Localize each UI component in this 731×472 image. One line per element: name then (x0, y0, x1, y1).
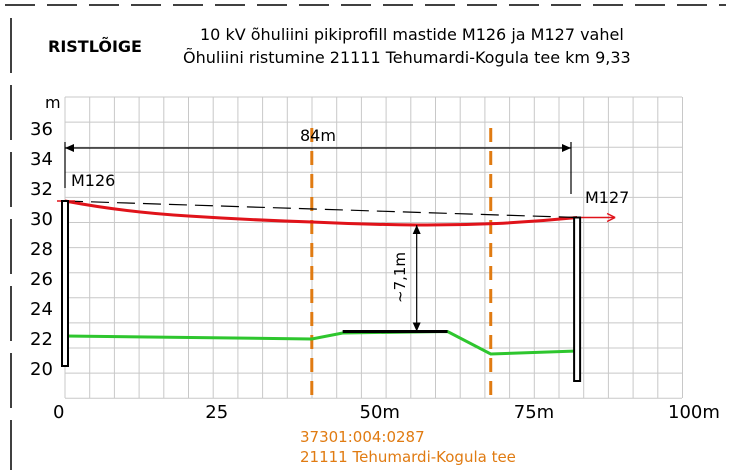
span-arrow-right (562, 144, 571, 152)
ground-profile-line (64, 329, 578, 356)
y-tick-label: 20 (30, 359, 53, 380)
y-unit-label: m (45, 93, 61, 112)
y-tick-labels: 36 34 32 30 28 26 24 22 20 (30, 119, 53, 380)
chart-grid (64, 96, 683, 399)
section-label: RISTLÕIGE (48, 37, 142, 56)
masts (61, 200, 582, 382)
road-boundaries (310, 128, 493, 404)
y-tick-label: 32 (30, 179, 53, 200)
profile-series (57, 199, 616, 356)
x-tick-label: 100m (668, 402, 720, 423)
mast-m126 (61, 200, 69, 367)
conductor-sag-line (64, 199, 578, 227)
span-arrow-left (65, 144, 74, 152)
mast-top-sightline (64, 200, 578, 219)
title-line1: 10 kV õhuliini pikiprofill mastide M126 … (200, 25, 624, 44)
x-tick-label: 75m (514, 402, 554, 423)
y-tick-label: 24 (30, 299, 53, 320)
parcel-id: 37301:004:0287 (300, 428, 425, 446)
mast-m127 (573, 216, 582, 382)
y-tick-label: 34 (30, 149, 53, 170)
dimensions (64, 142, 572, 332)
x-tick-label: 50m (360, 402, 400, 423)
y-tick-label: 22 (30, 329, 53, 350)
y-tick-label: 30 (30, 209, 53, 230)
mast-left-label: M126 (71, 171, 115, 190)
title-line2: Õhuliini ristumine 21111 Tehumardi-Kogul… (183, 48, 631, 67)
y-tick-label: 36 (30, 119, 53, 140)
mast-right-label: M127 (585, 188, 629, 207)
y-tick-label: 28 (30, 239, 53, 260)
clearance-label: ~7,1m (391, 252, 409, 303)
clearance-arrow-bottom (412, 322, 421, 332)
x-tick-labels: 0 25 50m 75m 100m (53, 402, 720, 423)
x-tick-label: 0 (53, 402, 64, 423)
clearance-arrow-top (412, 225, 421, 234)
y-tick-label: 26 (30, 269, 53, 290)
conductor-right-arrowhead (606, 212, 616, 223)
span-label: 84m (300, 126, 336, 145)
x-tick-label: 25 (205, 402, 228, 423)
road-name: 21111 Tehumardi-Kogula tee (300, 448, 516, 466)
